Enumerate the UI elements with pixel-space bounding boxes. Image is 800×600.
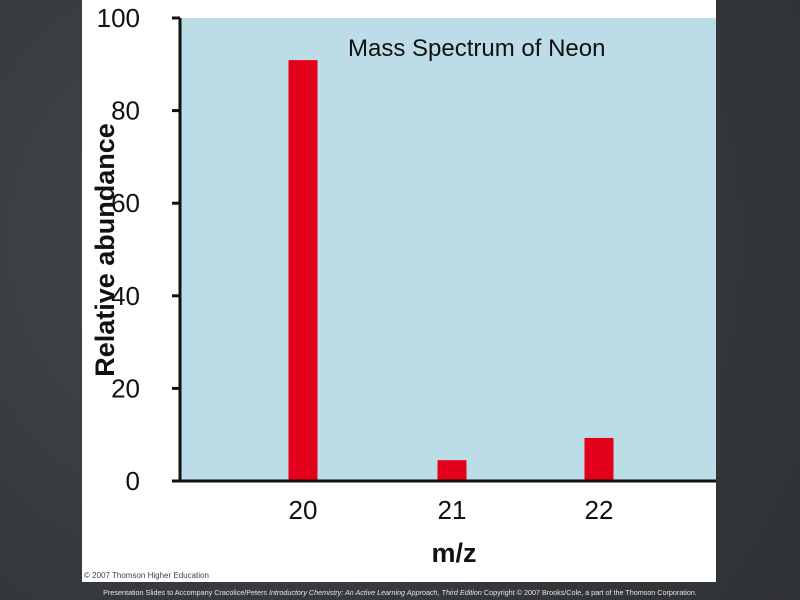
bar-20 (288, 60, 318, 482)
y-tick-label: 60 (111, 188, 140, 218)
figure-copyright: © 2007 Thomson Higher Education (84, 571, 209, 580)
footer-prefix: Presentation Slides to Accompany Cracoli… (103, 588, 269, 597)
footer-book-title: Introductory Chemistry: An Active Learni… (268, 588, 482, 597)
x-tick-label: 22 (585, 495, 614, 525)
y-axis-title: Relative abundance (90, 123, 120, 377)
footer-copyright: Copyright © 2007 Brooks/Cole, a part of … (481, 588, 697, 597)
x-axis-title: m/z (431, 538, 476, 568)
figure-panel: 0 20 40 60 80 100 20 21 22 m/z Relative abundance … (82, 0, 716, 582)
y-tick-label: 20 (111, 373, 140, 403)
bar-21 (437, 460, 467, 481)
bar-22 (584, 437, 614, 481)
chart-title: Mass Spectrum of Neon (348, 35, 606, 62)
bar-chart: 0 20 40 60 80 100 20 21 22 m/z Relative abundance (90, 3, 716, 568)
x-tick-label: 20 (289, 495, 318, 525)
plot-area (180, 18, 716, 481)
y-tick-label: 40 (111, 281, 140, 311)
y-tick-label: 100 (97, 3, 140, 33)
slide-footer: Presentation Slides to Accompany Cracoli… (0, 588, 800, 597)
x-tick-label: 21 (438, 495, 467, 525)
y-tick-label: 80 (111, 96, 140, 126)
y-tick-label: 0 (126, 466, 140, 496)
